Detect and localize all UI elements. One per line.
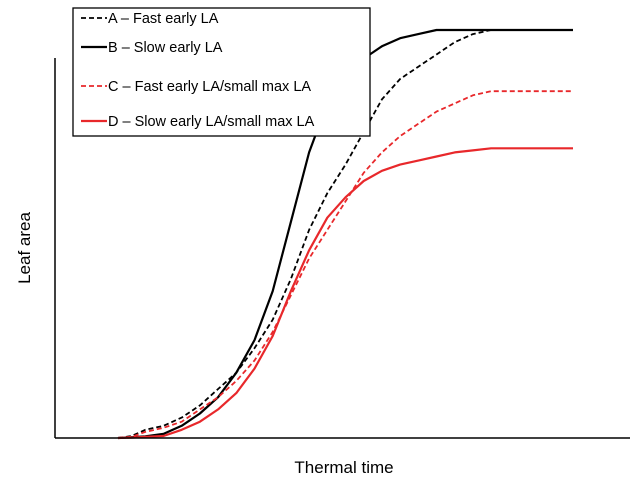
legend-label-b: B – Slow early LA [108,40,223,56]
x-axis-label: Thermal time [294,458,393,477]
legend-box [72,7,371,137]
legend-label-d: D – Slow early LA/small max LA [108,114,315,130]
series-line-c [117,90,573,439]
legend-label-c: C – Fast early LA/small max LA [108,79,311,95]
legend-label-a: A – Fast early LA [108,11,219,27]
y-axis-label: Leaf area [15,212,34,284]
legend: A – Fast early LA B – Slow early LA C – Fa… [72,7,371,137]
series-line-d [117,147,573,440]
